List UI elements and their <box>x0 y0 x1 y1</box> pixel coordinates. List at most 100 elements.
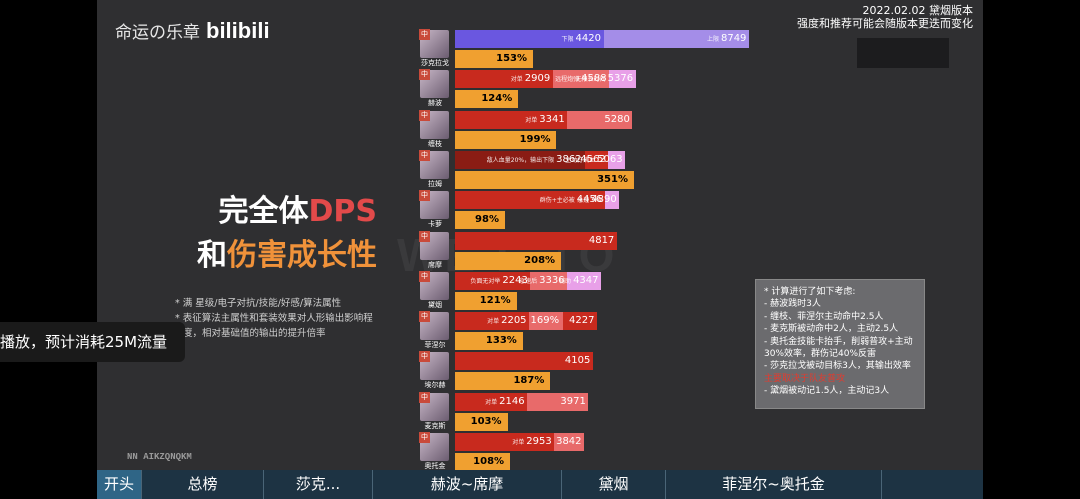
growth-bar: 351% <box>455 170 634 189</box>
bar-value-label: 上限 8749 <box>706 33 747 44</box>
note-line: 度，相对基础值的输出的提升倍率 <box>183 328 326 339</box>
chapter-tab[interactable]: 菲涅尔~奥托金 <box>666 470 882 499</box>
dps-bar-segment <box>554 433 585 451</box>
character-name: 黛烟 <box>428 300 442 309</box>
bar-value-label: 主动打满血 5063 <box>565 153 623 165</box>
growth-bar: 103% <box>455 412 508 431</box>
dps-bar-segment <box>584 150 609 169</box>
character-name: 赫波 <box>428 99 442 108</box>
growth-value: 121% <box>479 294 511 306</box>
character-name: 席摩 <box>428 260 442 269</box>
headline: 完全体DPS 和伤害成长性 <box>177 190 377 278</box>
bar-value-label: 下限 4420 <box>561 33 601 44</box>
dps-bar-segment <box>455 231 617 250</box>
bar-value-label: 对单 2953 <box>512 436 552 447</box>
character-avatar: 中 <box>419 432 449 461</box>
dps-bar-segment <box>455 433 555 451</box>
character-avatar: 中 <box>419 311 449 341</box>
character-name: 奥托金 <box>424 462 446 470</box>
bar-value-label: 对单 2146 <box>485 395 525 407</box>
growth-value: 208% <box>524 254 556 266</box>
chapter-tab[interactable]: 总榜 <box>142 470 264 499</box>
growth-bar: 133% <box>455 332 523 351</box>
growth-value: 108% <box>473 456 505 467</box>
character-avatar: 中 <box>419 230 449 260</box>
rank-badge: 中 <box>419 230 430 242</box>
growth-value: 98% <box>475 214 499 226</box>
data-usage-toast[interactable]: 播放，预计消耗25M流量 <box>0 322 185 362</box>
bar-value-label: 3971 <box>560 395 586 407</box>
chapter-tab[interactable]: 莎克... <box>264 470 373 499</box>
rank-badge: 中 <box>419 270 430 282</box>
headline-part3: 和 <box>197 238 227 273</box>
character-name: 拉姆 <box>428 179 442 188</box>
bar-value-label: 4817 <box>588 234 615 246</box>
chapter-tab[interactable]: 赫波~席摩 <box>373 470 562 499</box>
character-avatar: 中 <box>419 109 449 139</box>
note-line: * 计算进行了如下考虑: <box>764 287 856 297</box>
growth-value: 187% <box>513 375 545 387</box>
dps-bar-segment <box>527 392 589 411</box>
note-line: * 表征算法主属性和套装效果对人形输出影响程 <box>175 313 373 324</box>
chapter-tab[interactable]: 黛烟 <box>562 470 666 499</box>
character-avatar: 中 <box>419 190 449 220</box>
growth-bar: 199% <box>455 130 557 149</box>
character-name: 菲涅尔 <box>424 341 446 350</box>
bar-value-label: 4562 <box>580 153 606 165</box>
headline-part2: DPS <box>308 194 378 229</box>
dps-bar-segment <box>552 70 610 89</box>
growth-value: 153% <box>496 53 528 64</box>
bar-value-label: 4105 <box>564 355 591 367</box>
growth-bar: 208% <box>455 251 562 270</box>
bar-value-label: 负面无对举 2243 <box>470 274 528 286</box>
chapter-nav: 开头 总榜 莎克... 赫波~席摩 黛烟 菲涅尔~奥托金 <box>97 470 983 499</box>
character-name: 卡萝 <box>428 220 442 229</box>
character-avatar: 中 <box>419 351 449 381</box>
dps-bar-segment <box>455 150 585 169</box>
rank-badge: 中 <box>419 432 430 443</box>
rank-badge: 中 <box>419 391 430 403</box>
notes: * 满 星级/电子对抗/技能/好感/算法属性 * 表征算法主属性和套装效果对人形… <box>175 296 373 341</box>
version-note: 2022.02.02 黛烟版本 强度和推荐可能会随版本更迭而变化 <box>797 4 973 30</box>
dps-bar-segment <box>608 150 626 169</box>
chapter-tab[interactable]: 开头 <box>97 470 142 499</box>
growth-value: 199% <box>519 133 551 145</box>
bar-value-label: 无限长时间 5376 <box>575 73 634 85</box>
growth-bar: 108% <box>455 453 511 470</box>
dps-bar-segment <box>603 30 749 48</box>
growth-bar: 187% <box>455 372 551 391</box>
bar-value-label: 3842 <box>556 436 582 447</box>
rank-badge: 中 <box>419 149 430 161</box>
growth-bar: 153% <box>455 50 534 68</box>
character-name: 莎克拉戈 <box>421 59 449 67</box>
note-line: - 缠枝、菲涅尔主动命中2.5人 <box>764 311 884 322</box>
rank-badge: 中 <box>419 190 430 202</box>
bar-value-label: 辅助 4347 <box>559 274 599 286</box>
growth-value: 124% <box>481 93 513 105</box>
rank-badge: 中 <box>419 351 430 363</box>
bar-value-label: 对单 2205 <box>487 315 527 327</box>
bar-value-label: 远程炮弹 4588 <box>555 73 607 85</box>
bar-value-label: 急速 4890 <box>577 194 617 206</box>
note-line-red: 主要取决于队友普攻 <box>764 373 846 384</box>
channel-brand: 命运の乐章 bilibili <box>115 18 270 44</box>
dps-bar-segment <box>455 191 605 210</box>
bilibili-logo: bilibili <box>206 18 270 43</box>
bar-value-label: 4227 <box>569 315 595 327</box>
note-line: - 奥托金技能卡抬手，削弱普攻+主动 <box>764 336 913 347</box>
headline-part1: 完全体 <box>218 194 309 229</box>
overlay-box <box>857 38 949 68</box>
growth-value: 351% <box>597 173 628 185</box>
dps-bar-segment <box>455 70 553 89</box>
rank-badge: 中 <box>419 109 430 121</box>
note-line: - 麦克斯被动命中2人，主动2.5人 <box>764 324 899 335</box>
bar-value-label: 急速后 3336 <box>519 274 565 286</box>
bar-value-label: 群伤+主必被 4456 <box>539 194 603 206</box>
dps-bar-segment <box>567 110 633 129</box>
dps-bar-segment <box>455 30 604 48</box>
note-line: - 赫波践时3人 <box>764 299 821 310</box>
dps-bar-segment <box>530 271 568 290</box>
dps-bar-segment <box>455 271 531 290</box>
note-line: * 满 星级/电子对抗/技能/好感/算法属性 <box>175 298 342 309</box>
